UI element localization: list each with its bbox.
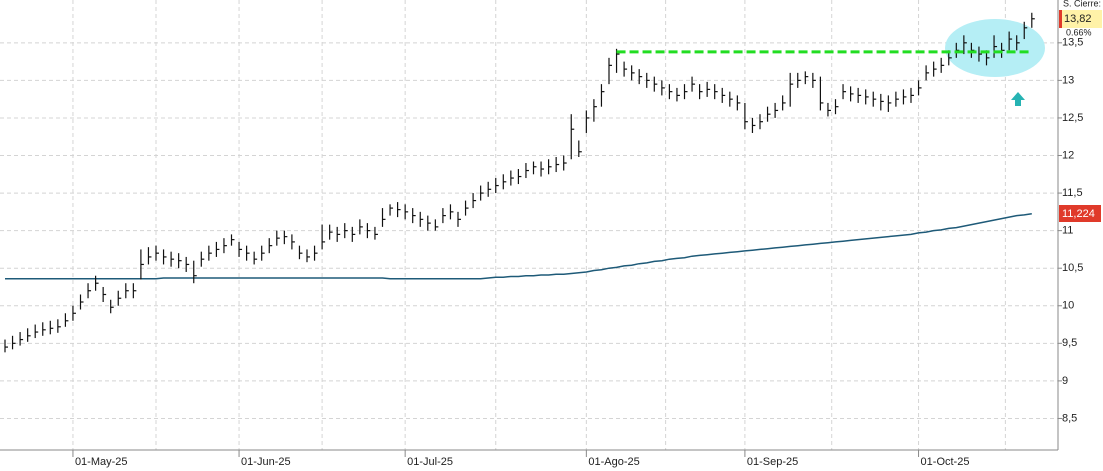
y-tick-label: 9: [1062, 375, 1068, 387]
y-tick-label: 12,5: [1062, 112, 1083, 124]
y-tick-label: 13,5: [1062, 37, 1083, 49]
ma-last: 11,224: [1062, 208, 1095, 220]
change: 0.66%: [1066, 27, 1092, 37]
x-tick-label: 01-Jun-25: [241, 456, 291, 468]
price-flag: [1059, 10, 1062, 28]
marks: [4, 12, 1035, 353]
price-caption: S. Cierre:: [1063, 0, 1101, 8]
x-tick-label: 01-Jul-25: [407, 456, 453, 468]
grid: [0, 0, 1058, 450]
ma-box: [1059, 205, 1101, 222]
y-tick-label: 13: [1062, 74, 1074, 86]
y-tick-label: 8,5: [1062, 412, 1077, 424]
y-tick-label: 11: [1062, 225, 1073, 237]
y-tick-label: 11,5: [1062, 187, 1083, 199]
x-tick-label: 01-Ago-25: [588, 456, 639, 468]
y-tick-label: 12: [1062, 149, 1074, 161]
last-close: 13,82: [1064, 13, 1092, 25]
axis: 8,5 9 9,5 10 10,5 11 11,5 12 12,5 13 13,5 01-May-25…: [72, 37, 1083, 468]
moving-average: [5, 213, 1032, 280]
x-tick-label: 01-Sep-25: [747, 456, 798, 468]
highlight-ellipse: [945, 19, 1045, 77]
y-tick-label: 10: [1062, 300, 1074, 312]
y-tick-label: 9,5: [1062, 337, 1077, 349]
x-tick-label: 01-May-25: [75, 456, 128, 468]
up-arrow: [1011, 92, 1025, 106]
y-tick-label: 10,5: [1062, 262, 1083, 274]
price-box: [1062, 10, 1102, 28]
x-tick-label: 01-Oct-25: [921, 456, 970, 468]
